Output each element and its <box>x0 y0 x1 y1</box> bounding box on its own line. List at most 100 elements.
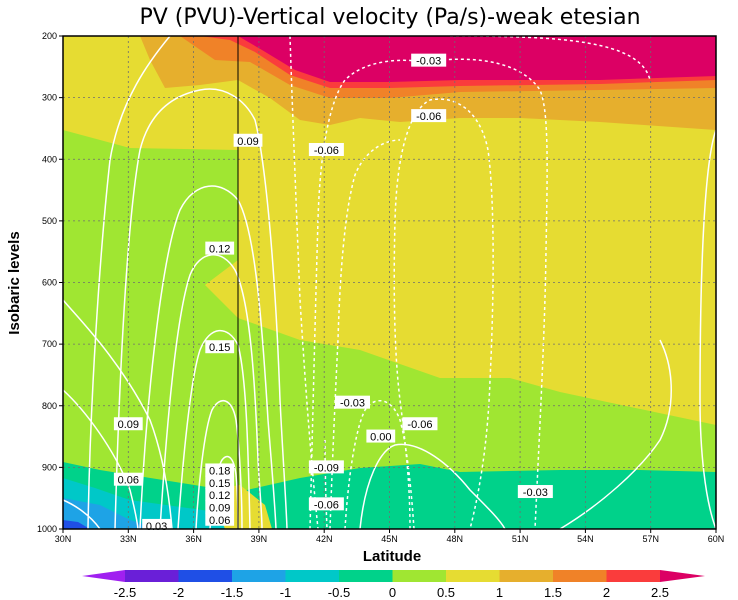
contour-positive <box>699 129 716 529</box>
y-tick-label: 900 <box>42 462 57 472</box>
x-tick-label: 48N <box>447 534 464 544</box>
contour-label: 0.09 <box>233 133 263 148</box>
contour-positive <box>559 339 672 529</box>
contour-label-box <box>517 485 553 499</box>
colorbar-label: -2 <box>173 585 185 600</box>
contour-label: -0.06 <box>402 417 438 431</box>
contour-label-text: -0.06 <box>314 499 339 511</box>
colorbar-swatch <box>606 570 660 582</box>
contour-positive <box>195 400 243 529</box>
contour-label-box <box>113 417 143 431</box>
contour-label-box <box>205 463 235 477</box>
contour-negative <box>449 36 651 81</box>
y-tick-label: 400 <box>42 154 57 164</box>
contour-label: 0.12 <box>205 241 235 256</box>
colorbar-label: 2 <box>603 585 610 600</box>
contour-positive <box>87 36 171 529</box>
contour-label: -0.03 <box>411 53 447 68</box>
x-tick-label: 33N <box>120 534 137 544</box>
contour-label: 0.15 <box>205 475 235 490</box>
colorbar-label: 0.5 <box>437 585 455 600</box>
colorbar-label: 1.5 <box>544 585 562 600</box>
contour-negative <box>344 400 415 529</box>
contour-label-box <box>205 488 235 502</box>
contour-label-box <box>411 53 447 67</box>
contour-label-box <box>366 429 396 443</box>
contour-positive <box>159 254 263 529</box>
contour-label-box <box>334 395 370 409</box>
contour-label: 0.06 <box>205 512 235 527</box>
grid-lines <box>63 36 716 529</box>
contour-negative <box>289 36 319 529</box>
contour-label-text: -0.03 <box>416 56 441 68</box>
x-axis-label: Latitude <box>363 548 421 565</box>
contour-label-text: 0.12 <box>209 244 230 256</box>
y-tick-label: 700 <box>42 339 57 349</box>
contour-label-box <box>308 497 344 511</box>
x-tick-label: 51N <box>512 534 529 544</box>
colorbar-label: -1.5 <box>221 585 243 600</box>
pv-filled-field <box>63 36 716 529</box>
contour-label: 0.00 <box>366 429 396 444</box>
pv-band-neg2-to-neg1.5 <box>63 520 90 529</box>
contour-negative <box>393 98 494 529</box>
contour-label: 0.09 <box>113 417 143 431</box>
contour-negative <box>329 139 401 529</box>
colorbar-arrow-high <box>660 570 705 582</box>
contour-negative <box>309 59 426 529</box>
colorbar-swatch <box>499 570 553 582</box>
vertical-velocity-negative-contours <box>289 36 651 529</box>
colorbar-label: 0 <box>389 585 396 600</box>
y-tick-label: 200 <box>42 31 57 41</box>
colorbar-swatch <box>285 570 339 582</box>
contour-label-text: 0.12 <box>209 490 230 502</box>
contour-label-box <box>233 133 263 147</box>
contour-label-box <box>308 460 344 474</box>
x-tick-label: 54N <box>577 534 594 544</box>
chart-title: PV (PVU)-Vertical velocity (Pa/s)-weak e… <box>139 5 640 30</box>
contour-label-box <box>205 500 235 514</box>
x-tick-label: 36N <box>185 534 202 544</box>
y-axis: 200 300 400 500 600 700 800 900 1000 <box>37 31 63 534</box>
contour-label: 0.18 <box>205 463 235 477</box>
x-tick-label: 39N <box>251 534 268 544</box>
contour-label: 0.03 <box>142 518 171 533</box>
contour-label-text: 0.15 <box>209 478 230 490</box>
contour-negative <box>424 58 548 529</box>
y-axis-label: Isobaric levels <box>6 231 23 334</box>
contour-label-text: -0.06 <box>314 145 339 157</box>
colorbar-label: 2.5 <box>651 585 669 600</box>
colorbar-swatch <box>178 570 232 582</box>
contour-positive <box>63 299 173 529</box>
contour-label-text: -0.09 <box>314 462 339 474</box>
contour-label-text: 0.15 <box>209 342 230 354</box>
contour-label-text: -0.06 <box>407 419 432 431</box>
y-tick-label: 300 <box>42 93 57 103</box>
x-tick-label: 42N <box>316 534 333 544</box>
x-tick-label: 30N <box>55 534 72 544</box>
contour-label-text: 0.00 <box>370 432 391 444</box>
contour-label-text: 0.18 <box>209 465 230 477</box>
y-tick-label: 500 <box>42 216 57 226</box>
contour-label-box <box>113 472 143 486</box>
contour-label: -0.06 <box>308 143 344 157</box>
y-tick-label: 800 <box>42 401 57 411</box>
contour-label-text: -0.06 <box>416 111 441 123</box>
colorbar-swatch <box>232 570 286 582</box>
y-tick-label: 1000 <box>37 524 57 534</box>
contour-positive <box>177 329 251 529</box>
contour-zero <box>359 443 506 529</box>
contour-label-text: 0.09 <box>209 502 230 514</box>
y-tick-label: 600 <box>42 278 57 288</box>
colorbar-label: -0.5 <box>328 585 350 600</box>
x-axis: 30N 33N 36N 39N 42N 45N 48N 51N 54N 57N 60N <box>55 529 724 544</box>
contour-label: -0.03 <box>334 395 370 410</box>
colorbar-swatch <box>125 570 179 582</box>
contour-label-box <box>205 512 235 526</box>
colorbar-label: -2.5 <box>114 585 136 600</box>
contour-label-box <box>205 241 235 255</box>
colorbar-swatch <box>392 570 446 582</box>
x-tick-label: 57N <box>642 534 659 544</box>
x-tick-label: 45N <box>381 534 398 544</box>
